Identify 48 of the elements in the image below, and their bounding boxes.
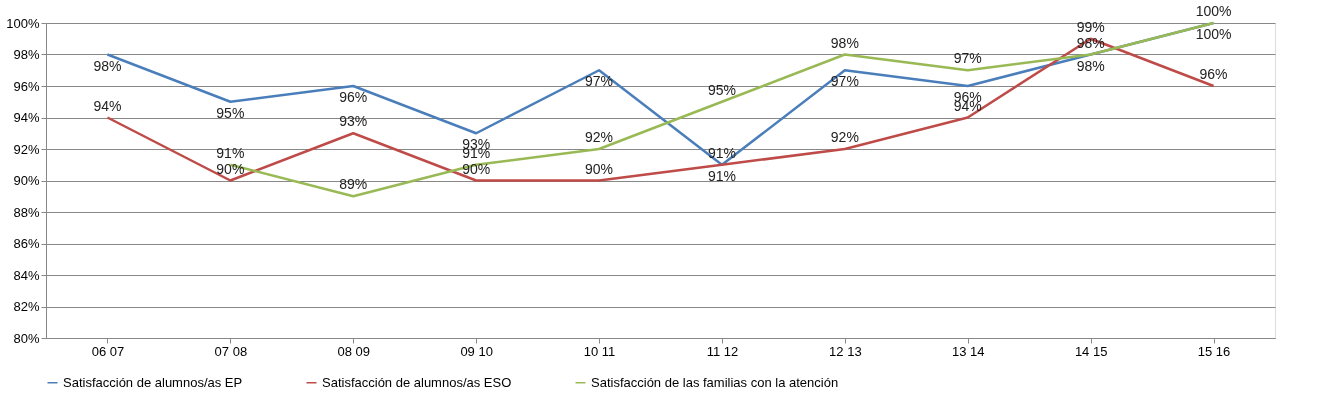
y-tick-label: 94% (13, 110, 40, 125)
data-label: 98% (1076, 57, 1105, 74)
y-tick-label: 92% (13, 141, 40, 157)
x-tick-label: 09 10 (460, 343, 493, 359)
y-tick-label: 98% (13, 47, 40, 62)
data-label: 91% (707, 167, 736, 184)
data-label: 97% (585, 73, 614, 90)
data-label: 100% (1195, 26, 1232, 42)
legend-label: Satisfacción de las familias con la atención (591, 374, 839, 390)
legend-label: Satisfacción de alumnos/as ESO (322, 374, 512, 390)
y-tick-label: 84% (13, 267, 40, 283)
data-label: 97% (953, 50, 982, 67)
data-label: 91% (216, 144, 245, 161)
data-label: 96% (339, 89, 368, 105)
data-label: 93% (339, 113, 368, 130)
y-tick-label: 82% (13, 299, 40, 314)
data-label: 99% (1076, 18, 1105, 35)
data-label: 89% (339, 176, 368, 193)
data-label: 96% (1199, 66, 1228, 82)
x-tick-label: 07 08 (214, 343, 248, 359)
data-label: 92% (585, 129, 614, 145)
data-label: 100% (1195, 3, 1232, 19)
data-label: 94% (93, 97, 122, 114)
x-tick-label: 14 15 (1074, 343, 1108, 359)
data-label: 97% (830, 73, 859, 90)
data-label: 98% (93, 57, 122, 74)
x-tick-label: 08 09 (337, 343, 371, 359)
x-tick-label: 11 12 (706, 343, 739, 359)
y-tick-label: 86% (13, 236, 40, 251)
y-tick-label: 96% (13, 78, 40, 94)
x-tick-label: 06 07 (91, 343, 125, 359)
data-label: 95% (707, 81, 736, 98)
x-tick-label: 10 11 (583, 343, 616, 359)
legend-label: Satisfacción de alumnos/as EP (63, 374, 243, 390)
y-tick-label: 80% (13, 330, 40, 346)
y-tick-label: 100% (6, 15, 40, 31)
data-label: 95% (216, 104, 245, 121)
x-tick-label: 13 14 (951, 343, 985, 359)
data-label: 98% (830, 34, 859, 51)
data-label: 90% (585, 160, 614, 177)
y-tick-label: 88% (13, 204, 40, 220)
data-label: 90% (462, 160, 491, 177)
data-label: 90% (216, 160, 245, 177)
data-label: 91% (707, 144, 736, 161)
data-label: 92% (830, 129, 859, 145)
y-tick-label: 90% (13, 173, 40, 188)
x-tick-label: 15 16 (1197, 343, 1231, 359)
x-tick-label: 12 13 (829, 343, 862, 359)
